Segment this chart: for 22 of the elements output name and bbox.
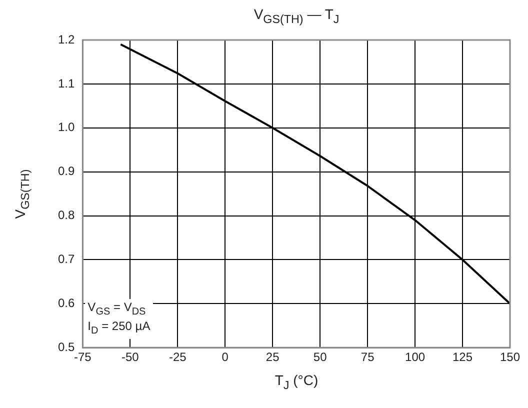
annotation: I$_{D}$ = 250 µA bbox=[88, 318, 150, 336]
x-axis-title: T$_{J}$ (°C) bbox=[274, 372, 318, 392]
x-tick-label: 0 bbox=[222, 350, 229, 364]
chart-title: V$_{GS(TH)}$ — T$_{J}$ bbox=[254, 6, 340, 26]
y-tick-label: 0.5 bbox=[58, 340, 75, 354]
annotation: V$_{GS}$ = V$_{DS}$ bbox=[88, 300, 146, 317]
x-tick-label: -75 bbox=[74, 350, 92, 364]
x-tick-label: 125 bbox=[452, 350, 473, 364]
x-tick-label: -25 bbox=[168, 350, 187, 364]
y-tick-label: 1.1 bbox=[58, 76, 75, 90]
x-tick-label: 75 bbox=[360, 350, 375, 364]
x-tick-label: -50 bbox=[121, 350, 140, 364]
y-tick-label: 0.6 bbox=[58, 296, 75, 310]
y-tick-label: 0.9 bbox=[58, 164, 75, 178]
x-tick-label: 25 bbox=[266, 350, 280, 364]
x-tick-label: 50 bbox=[313, 350, 328, 364]
x-tick-label: 100 bbox=[405, 350, 426, 364]
y-tick-label: 0.7 bbox=[58, 252, 75, 266]
y-tick-label: 1.0 bbox=[58, 120, 75, 134]
x-tick-label: 150 bbox=[500, 350, 520, 364]
y-tick-label: 1.2 bbox=[58, 32, 75, 46]
y-tick-label: 0.8 bbox=[58, 208, 75, 222]
